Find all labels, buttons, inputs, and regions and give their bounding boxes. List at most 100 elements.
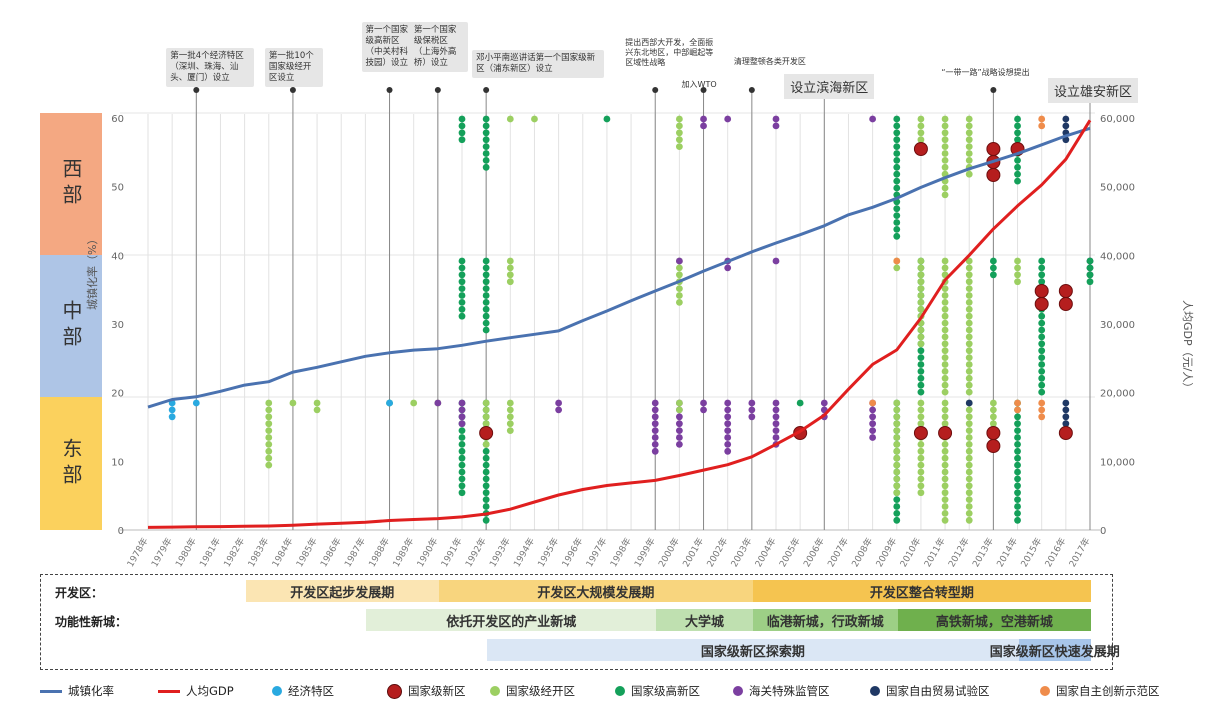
marker-国家自主创新示范区 <box>869 399 877 407</box>
marker-国家级高新区 <box>1086 257 1094 265</box>
marker-国家级高新区 <box>482 299 490 306</box>
marker-国家自由贸易试验区 <box>965 399 973 407</box>
y-right-tick-label: 20,000 <box>1100 389 1135 400</box>
marker-国家级高新区 <box>482 278 490 286</box>
annotation-pin <box>700 87 707 93</box>
marker-国家级经开区 <box>917 441 925 448</box>
marker-国家级经开区 <box>675 136 683 144</box>
marker-国家级经开区 <box>965 170 973 178</box>
x-tick-label: 1988年 <box>366 536 392 570</box>
marker-海关特殊监管区 <box>869 427 877 434</box>
marker-海关特殊监管区 <box>869 115 877 123</box>
marker-海关特殊监管区 <box>651 447 659 455</box>
marker-国家级经开区 <box>965 406 973 414</box>
marker-国家级经开区 <box>506 427 514 434</box>
marker-国家级高新区 <box>893 122 901 130</box>
x-tick-label: 1993年 <box>487 536 513 570</box>
marker-国家级经开区 <box>506 271 514 279</box>
marker-国家级高新区 <box>893 219 901 226</box>
marker-国家级经开区 <box>965 420 973 428</box>
marker-海关特殊监管区 <box>724 399 732 407</box>
x-tick-label: 2017年 <box>1066 536 1092 570</box>
marker-国家级新区 <box>1034 284 1049 298</box>
marker-国家级高新区 <box>482 319 490 327</box>
marker-国家级高新区 <box>458 122 466 130</box>
marker-国家级高新区 <box>1014 454 1021 462</box>
period-band-newtown: 高铁新城，空港新城 <box>897 609 1091 631</box>
marker-国家级经开区 <box>941 503 949 510</box>
marker-国家级经开区 <box>917 299 925 306</box>
marker-国家级经开区 <box>965 374 973 382</box>
marker-国家级经开区 <box>965 305 973 313</box>
marker-国家级高新区 <box>482 150 490 157</box>
annotation-pin <box>990 87 997 93</box>
marker-国家级经开区 <box>941 285 949 292</box>
y-axis-right-title: 人均GDP（元/人） <box>1181 300 1194 394</box>
marker-国家级高新区 <box>482 143 490 151</box>
x-tick-label: 1980年 <box>173 536 199 570</box>
marker-国家级经开区 <box>941 347 949 355</box>
marker-国家级经开区 <box>941 516 949 524</box>
marker-国家级经开区 <box>893 264 901 272</box>
marker-海关特殊监管区 <box>869 406 877 414</box>
marker-海关特殊监管区 <box>820 399 828 407</box>
marker-国家级经开区 <box>941 191 949 199</box>
x-tick-label: 2004年 <box>752 536 778 570</box>
marker-国家级经开区 <box>675 292 683 299</box>
marker-国家级高新区 <box>458 454 466 462</box>
marker-国家级经开区 <box>965 129 973 137</box>
marker-国家级经开区 <box>289 399 297 407</box>
x-tick-label: 1986年 <box>317 536 343 570</box>
legend-label: 城镇化率 <box>68 684 114 698</box>
marker-国家级经开区 <box>941 257 949 265</box>
marker-国家级经开区 <box>265 413 273 421</box>
legend-item: 国家自由贸易试验区 <box>870 683 990 699</box>
marker-国家级新区 <box>913 142 928 156</box>
marker-国家级经开区 <box>941 447 949 455</box>
marker-国家级高新区 <box>893 510 901 517</box>
marker-国家级经开区 <box>965 312 973 320</box>
marker-海关特殊监管区 <box>555 399 563 407</box>
marker-国家级经开区 <box>482 441 490 448</box>
marker-国家级经开区 <box>893 468 901 476</box>
marker-国家级高新区 <box>893 163 901 171</box>
marker-国家级高新区 <box>893 170 901 178</box>
marker-国家级经开区 <box>941 292 949 299</box>
marker-国家级高新区 <box>482 489 490 497</box>
marker-国家级高新区 <box>1014 170 1021 178</box>
marker-国家级经开区 <box>965 468 973 476</box>
marker-国家级经开区 <box>893 482 901 490</box>
legend-label: 人均GDP <box>186 684 234 698</box>
marker-国家级经开区 <box>965 447 973 455</box>
marker-国家级经开区 <box>965 326 973 334</box>
marker-国家级高新区 <box>482 285 490 292</box>
marker-国家级经开区 <box>506 278 514 286</box>
marker-经济特区 <box>168 406 176 414</box>
marker-国家级高新区 <box>893 232 901 240</box>
marker-国家级高新区 <box>482 312 490 320</box>
series-line-城镇化率 <box>147 126 1091 409</box>
marker-国家级高新区 <box>989 264 997 272</box>
marker-海关特殊监管区 <box>772 413 780 421</box>
marker-国家级经开区 <box>482 413 490 421</box>
marker-国家级高新区 <box>458 292 466 299</box>
marker-海关特殊监管区 <box>675 427 683 434</box>
period-band-newtown: 大学城 <box>656 609 753 631</box>
marker-国家级新区 <box>986 142 1001 156</box>
marker-国家级经开区 <box>989 420 997 428</box>
marker-海关特殊监管区 <box>651 413 659 421</box>
y-left-tick-label: 60 <box>111 114 124 125</box>
marker-国家级经开区 <box>893 447 901 455</box>
marker-国家级经开区 <box>917 129 925 137</box>
period-band-newdistrict: 国家级新区探索期 <box>487 639 1019 661</box>
marker-国家级经开区 <box>941 326 949 334</box>
marker-国家级高新区 <box>1014 413 1021 421</box>
marker-国家级高新区 <box>1038 374 1046 382</box>
x-tick-label: 2011年 <box>921 536 947 570</box>
marker-海关特殊监管区 <box>724 447 732 455</box>
y-right-tick-label: 60,000 <box>1100 114 1135 125</box>
marker-国家级高新区 <box>458 441 466 448</box>
marker-国家级高新区 <box>893 184 901 192</box>
marker-国家级经开区 <box>893 399 901 407</box>
marker-国家级高新区 <box>1038 361 1046 368</box>
